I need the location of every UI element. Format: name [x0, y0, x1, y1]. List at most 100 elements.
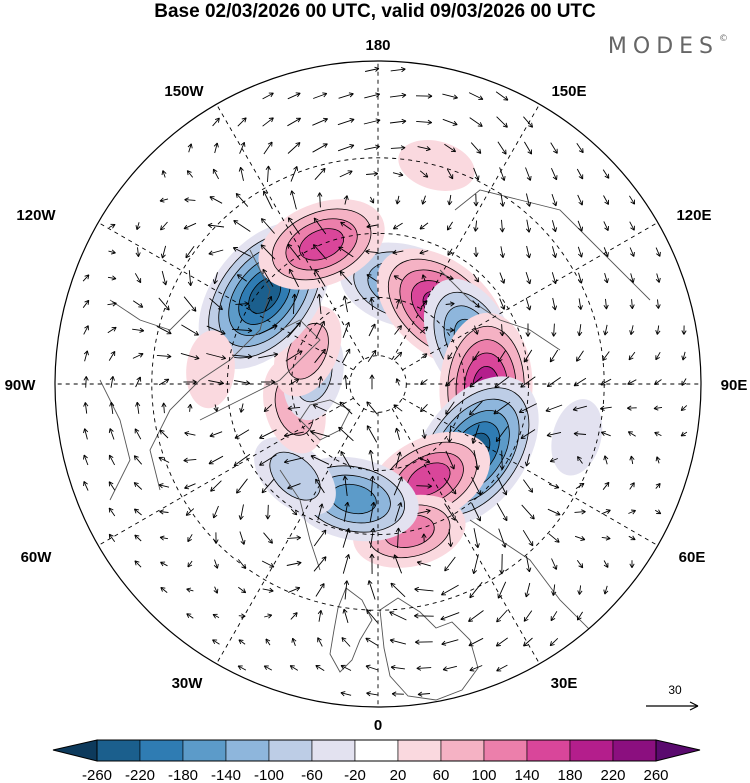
wind-vector: [283, 457, 304, 464]
wind-vector: [446, 168, 454, 180]
wind-vector: [603, 585, 609, 595]
wind-vector: [417, 457, 431, 464]
wind-vector: [368, 323, 376, 337]
wind-vector: [473, 247, 479, 258]
wind-vector: [526, 556, 532, 573]
lon-label-60w: 60W: [21, 549, 53, 566]
wind-vector: [447, 194, 453, 206]
wind-vector: [315, 583, 325, 597]
wind-vector: [158, 297, 170, 311]
wind-vector: [317, 503, 324, 521]
wind-vector: [132, 327, 145, 333]
wind-vector: [468, 92, 484, 101]
wind-vector: [286, 560, 302, 566]
wind-vector: [83, 325, 89, 335]
colorbar-swatch-min: [53, 740, 97, 761]
wind-vector: [234, 429, 250, 439]
wind-vector: [603, 560, 609, 568]
wind-vector: [235, 301, 249, 307]
wind-vector: [233, 220, 251, 232]
wind-vector: [681, 378, 687, 386]
wind-vector: [132, 300, 144, 308]
colorbar-swatches: [53, 739, 700, 762]
colorbar-swatch: [612, 739, 657, 762]
wind-vector: [259, 454, 277, 466]
wind-vector: [289, 665, 299, 671]
colorbar-tick-label: -260: [82, 767, 112, 783]
wind-vector: [314, 167, 326, 181]
wind-vector: [315, 478, 325, 494]
wind-vector: [472, 351, 480, 362]
wind-vector: [312, 117, 328, 126]
wind-vector: [441, 584, 459, 596]
wind-vector: [416, 665, 432, 671]
wind-vector: [473, 193, 479, 207]
lon-label-0: 0: [374, 717, 382, 734]
wind-vector: [521, 504, 535, 520]
wind-vector: [551, 558, 558, 570]
wind-vector: [470, 142, 482, 154]
wind-vector: [523, 349, 533, 363]
wind-vector: [551, 193, 558, 207]
wind-vector: [370, 527, 376, 548]
wind-vector: [187, 534, 193, 543]
colorbar-outline: [96, 739, 657, 762]
wind-vector: [156, 353, 172, 359]
wind-vector: [523, 610, 533, 622]
wind-vector: [416, 483, 432, 489]
wind-vector: [445, 327, 455, 333]
wind-vector: [525, 323, 531, 337]
lon-label-90e: 90E: [721, 377, 748, 394]
wind-vector: [577, 324, 583, 337]
wind-vector: [523, 479, 534, 493]
wind-vector: [576, 168, 584, 180]
wind-vector: [574, 509, 586, 515]
wind-vector: [208, 249, 224, 256]
wind-vector: [393, 476, 403, 496]
wind-vector: [655, 325, 661, 335]
wind-vector: [469, 581, 483, 599]
wind-vector: [627, 405, 637, 411]
wind-vector: [654, 431, 662, 437]
wind-vector: [313, 556, 327, 572]
wind-vector: [134, 534, 142, 542]
wind-vector: [369, 501, 376, 522]
wind-vector: [210, 480, 222, 492]
wind-vector: [524, 453, 530, 467]
wind-vector: [551, 272, 558, 285]
wind-vector: [440, 612, 460, 621]
wind-vector: [340, 451, 352, 469]
wind-vector: [364, 144, 380, 151]
wind-vector: [551, 323, 557, 337]
wind-vector: [316, 293, 322, 315]
lon-label-120e: 120E: [676, 207, 711, 224]
wind-vector: [366, 274, 378, 282]
wind-vector: [340, 691, 352, 697]
wind-vector: [603, 195, 609, 205]
wind-vector: [134, 560, 142, 568]
wind-vector: [236, 478, 248, 494]
wind-vector: [213, 404, 219, 412]
wind-vector: [473, 273, 479, 283]
wind-vector: [499, 324, 505, 337]
wind-vector: [238, 504, 244, 520]
wind-vector: [263, 665, 273, 671]
wind-vector: [471, 502, 482, 522]
map-title: Base 02/03/2026 00 UTC, valid 09/03/2026…: [154, 1, 596, 22]
wind-vector: [655, 247, 661, 257]
wind-vector: [239, 403, 245, 413]
wind-vector: [287, 117, 301, 127]
wind-vector: [394, 502, 403, 522]
wind-vector: [600, 431, 611, 437]
wind-vector: [263, 141, 273, 155]
wind-vector: [365, 66, 380, 72]
wind-vector: [239, 531, 246, 545]
colorbar-swatch: [96, 739, 141, 762]
wind-vector: [525, 167, 532, 181]
wind-vector: [442, 118, 458, 126]
meridian-line: [216, 408, 365, 664]
brand-copyright-mark: ©: [719, 34, 728, 44]
meridian-line: [402, 222, 658, 371]
wind-vector: [260, 218, 275, 234]
wind-vector: [520, 429, 536, 439]
